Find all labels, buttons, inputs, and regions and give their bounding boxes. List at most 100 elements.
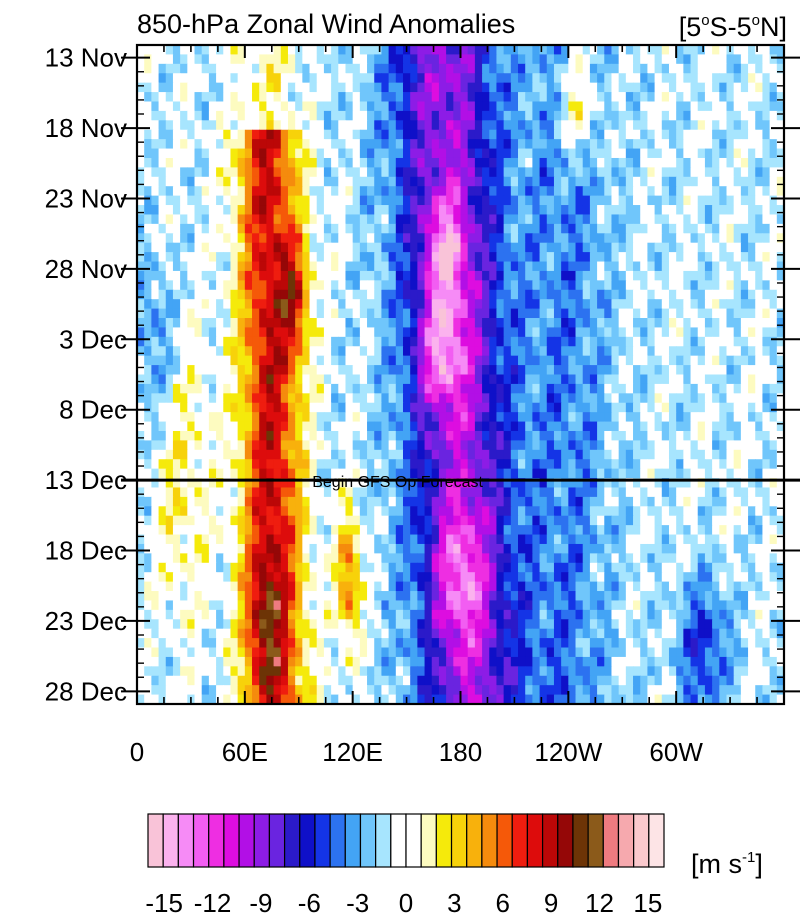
heatmap-cell [683,374,692,385]
heatmap-cell [575,289,584,300]
heatmap-cell [259,374,267,385]
heatmap-cell [216,308,224,319]
heatmap-cell [230,308,239,319]
heatmap-cell [287,562,296,573]
heatmap-cell [561,54,569,65]
heatmap-cell [661,261,670,272]
heatmap-cell [733,120,742,131]
heatmap-cell [237,412,246,423]
heatmap-cell [417,421,426,432]
heatmap-cell [776,365,784,376]
heatmap-cell [331,82,339,93]
heatmap-cell [180,534,188,545]
heatmap-cell [582,412,591,423]
heatmap-cell [489,346,498,357]
heatmap-cell [395,487,404,498]
heatmap-cell [158,355,167,366]
heatmap-cell [338,157,347,168]
heatmap-cell [518,459,526,470]
heatmap-cell [748,176,756,187]
heatmap-cell [510,430,519,441]
heatmap-cell [597,139,605,150]
heatmap-cell [323,73,332,84]
heatmap-cell [733,167,742,178]
heatmap-cell [676,120,684,131]
heatmap-cell [755,299,764,310]
heatmap-cell [302,289,311,300]
heatmap-cell [237,242,246,253]
heatmap-cell [762,270,771,281]
heatmap-cell [568,402,577,413]
heatmap-cell [295,63,303,74]
heatmap-cell [359,92,368,103]
heatmap-cell [338,270,347,281]
heatmap-cell [503,101,512,112]
heatmap-cell [402,346,411,357]
heatmap-cell [546,365,555,376]
heatmap-cell [266,355,275,366]
heatmap-cell [323,365,332,376]
heatmap-cell [640,63,649,74]
heatmap-cell [359,506,368,517]
heatmap-cell [546,280,555,291]
heatmap-cell [568,299,577,310]
heatmap-cell [410,186,418,197]
heatmap-cell [604,553,613,564]
heatmap-cell [244,148,253,159]
heatmap-cell [388,280,397,291]
heatmap-cell [223,261,232,272]
heatmap-cell [575,110,584,121]
heatmap-cell [287,402,296,413]
heatmap-cell [482,120,490,131]
heatmap-cell [640,336,649,347]
heatmap-cell [453,214,462,225]
heatmap-cell [208,543,217,554]
heatmap-cell [323,562,332,573]
heatmap-cell [216,280,224,291]
heatmap-cell [575,139,584,150]
heatmap-cell [575,430,584,441]
heatmap-cell [654,157,663,168]
heatmap-cell [625,506,634,517]
heatmap-cell [431,205,440,216]
heatmap-cell [553,468,562,479]
heatmap-cell [611,383,620,394]
heatmap-cell [683,110,692,121]
heatmap-cell [273,157,282,168]
heatmap-cell [633,449,641,460]
heatmap-cell [230,252,239,263]
heatmap-cell [647,63,656,74]
heatmap-cell [438,383,447,394]
heatmap-cell [661,120,670,131]
heatmap-cell [352,280,361,291]
heatmap-cell [748,280,756,291]
heatmap-cell [482,270,490,281]
heatmap-cell [568,412,577,423]
heatmap-cell [165,214,174,225]
heatmap-cell [496,214,505,225]
heatmap-cell [367,393,375,404]
heatmap-cell [582,252,591,263]
heatmap-cell [496,318,505,329]
heatmap-cell [647,176,656,187]
heatmap-cell [388,365,397,376]
heatmap-cell [252,157,260,168]
heatmap-cell [647,506,656,517]
heatmap-cell [331,496,339,507]
heatmap-cell [611,327,620,338]
heatmap-cell [762,101,771,112]
heatmap-cell [352,139,361,150]
heatmap-cell [424,525,433,536]
heatmap-cell [266,336,275,347]
heatmap-cell [589,54,598,65]
heatmap-cell [374,233,383,244]
heatmap-cell [568,252,577,263]
heatmap-cell [194,148,203,159]
heatmap-cell [474,393,483,404]
heatmap-cell [532,393,541,404]
heatmap-cell [510,63,519,74]
heatmap-cell [151,543,160,554]
heatmap-cell [230,402,239,413]
heatmap-cell [180,506,188,517]
heatmap-cell [633,318,641,329]
